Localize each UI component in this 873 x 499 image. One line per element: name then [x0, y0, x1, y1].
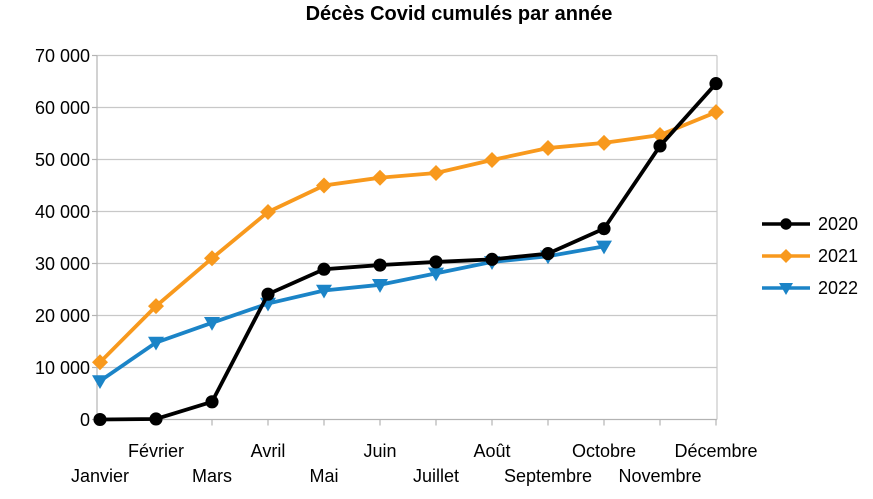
legend-key-diamond: [762, 249, 810, 263]
diamond-marker: [484, 152, 500, 169]
circle-marker: [317, 262, 331, 276]
diamond-marker: [316, 177, 332, 194]
y-tick-label: 0: [80, 410, 90, 430]
circle-marker: [149, 412, 163, 426]
x-tick-label: Janvier: [71, 466, 129, 486]
diamond-marker: [540, 140, 556, 157]
x-tick-label: Octobre: [572, 441, 636, 461]
circle-marker: [205, 395, 219, 409]
circle-marker: [485, 252, 499, 266]
x-tick-label: Septembre: [504, 466, 592, 486]
x-tick-label: Mai: [309, 466, 338, 486]
series-line-2021: [98, 110, 717, 364]
diamond-marker: [148, 298, 164, 315]
triangle-down-marker: [204, 317, 220, 331]
diamond-marker: [428, 165, 444, 182]
chart-title: Décès Covid cumulés par année: [305, 3, 613, 25]
x-tick-label: Novembre: [618, 466, 701, 486]
triangle-down-marker: [148, 336, 164, 351]
x-tick-label: Juin: [363, 441, 396, 461]
triangle-down-marker: [428, 267, 444, 282]
x-tick-label: Décembre: [674, 441, 757, 461]
triangle-down-marker: [316, 284, 332, 299]
triangle-down-marker: [372, 279, 388, 293]
series-line-2022: [98, 244, 605, 383]
series-line-2020: [99, 82, 718, 422]
legend-label: 2021: [818, 246, 859, 266]
legend-key-circle: [762, 218, 810, 230]
circle-marker: [780, 218, 792, 230]
circle-marker: [653, 139, 667, 153]
circle-marker: [93, 412, 107, 427]
y-tick-label: 60 000: [35, 98, 90, 118]
x-tick-label: Juillet: [413, 466, 459, 486]
y-tick-label: 30 000: [35, 254, 90, 274]
legend-key-triangle-down: [762, 282, 810, 295]
legend-item-2022: 2022: [762, 276, 858, 300]
circle-marker: [373, 258, 387, 272]
x-tick-label: Mars: [192, 466, 232, 486]
circle-marker: [541, 247, 555, 261]
legend-label: 2022: [818, 278, 859, 298]
circle-marker: [429, 255, 443, 269]
triangle-down-marker: [596, 240, 612, 255]
y-tick-label: 70 000: [35, 46, 90, 66]
y-tick-label: 20 000: [35, 306, 90, 326]
diamond-marker: [596, 134, 612, 151]
circle-marker: [709, 77, 723, 91]
legend-label: 2020: [818, 214, 859, 234]
x-tick-label: Février: [128, 441, 184, 461]
diamond-marker: [260, 204, 276, 221]
triangle-down-marker: [92, 375, 108, 390]
diamond-marker: [779, 249, 793, 263]
legend: 2020 2021 2022: [762, 212, 858, 308]
circle-marker: [261, 287, 275, 301]
diamond-marker: [92, 354, 108, 371]
circle-marker: [597, 222, 611, 236]
diamond-marker: [372, 169, 388, 186]
y-tick-label: 40 000: [35, 202, 90, 222]
triangle-down-marker: [779, 282, 793, 295]
diamond-marker: [708, 104, 724, 121]
legend-item-2020: 2020: [762, 212, 858, 236]
y-tick-label: 10 000: [35, 358, 90, 378]
legend-item-2021: 2021: [762, 244, 858, 268]
x-tick-label: Août: [473, 441, 510, 461]
y-tick-label: 50 000: [35, 150, 90, 170]
x-tick-label: Avril: [251, 441, 286, 461]
diamond-marker: [204, 250, 220, 267]
